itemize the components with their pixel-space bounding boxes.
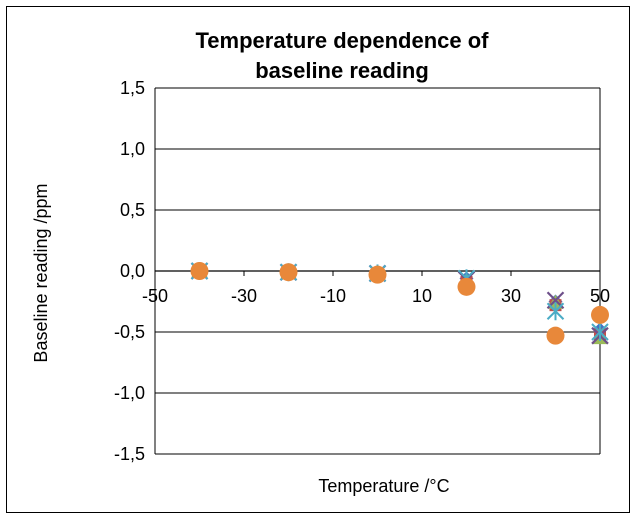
- data-point: [190, 262, 209, 280]
- chart-frame: Temperature dependence of baseline readi…: [6, 6, 630, 513]
- y-tick-label: -0,5: [114, 322, 145, 342]
- data-point: [591, 305, 609, 324]
- scatter-chart: Temperature dependence of baseline readi…: [31, 28, 610, 496]
- chart-text: Temperature dependence of baseline readi…: [31, 28, 610, 496]
- y-axis-label: Baseline reading /ppm: [31, 183, 51, 362]
- y-tick-label: 1,0: [120, 139, 145, 159]
- chart-title-line-2: baseline reading: [255, 58, 429, 83]
- data-point: [591, 323, 609, 341]
- x-tick-label: -50: [142, 286, 168, 306]
- x-tick-label: -10: [320, 286, 346, 306]
- y-tick-label: -1,0: [114, 383, 145, 403]
- x-tick-label: 30: [501, 286, 521, 306]
- y-tick-label: 0,0: [120, 261, 145, 281]
- x-axis-label: Temperature /°C: [318, 476, 449, 496]
- y-tick-label: 0,5: [120, 200, 145, 220]
- y-tick-label: 1,5: [120, 78, 145, 98]
- chart-title-line-1: Temperature dependence of: [196, 28, 490, 53]
- data-point: [368, 265, 387, 284]
- y-tick-label: -1,5: [114, 444, 145, 464]
- data-point: [279, 263, 298, 282]
- x-tick-label: -30: [231, 286, 257, 306]
- data-point: [546, 326, 565, 345]
- data-points: [190, 262, 609, 345]
- data-point: [546, 302, 565, 321]
- x-tick-label: 50: [590, 286, 610, 306]
- x-tick-label: 10: [412, 286, 432, 306]
- data-point: [457, 277, 476, 296]
